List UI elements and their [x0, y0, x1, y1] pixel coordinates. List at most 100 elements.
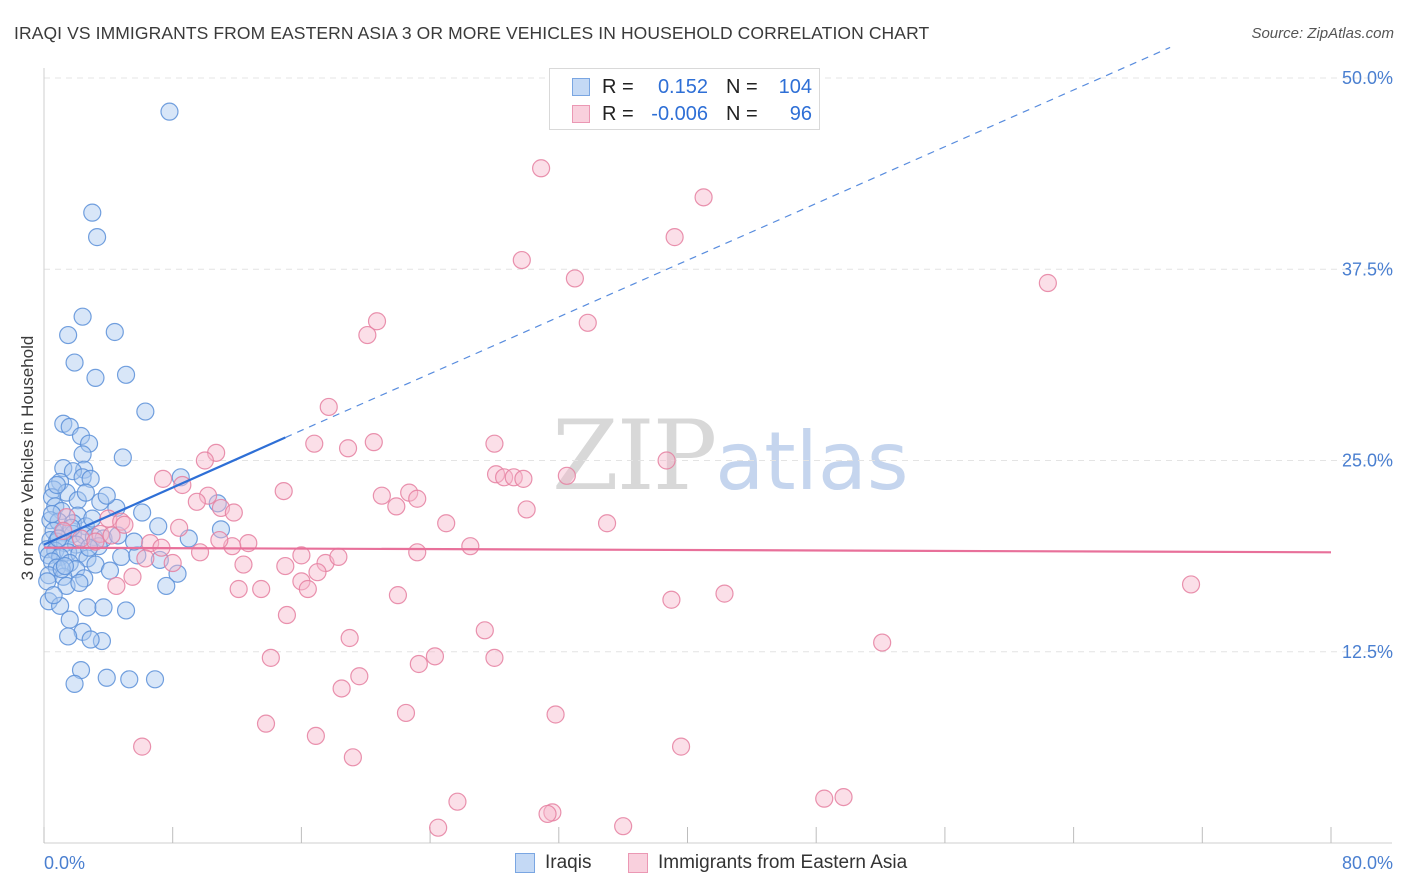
legend-n-label: N =	[726, 75, 758, 98]
watermark-atlas: atlas	[715, 415, 909, 508]
eastern-asia-point	[694, 188, 713, 207]
eastern-asia-point	[229, 579, 248, 599]
iraqis-point	[87, 228, 107, 247]
eastern-asia-point	[86, 532, 105, 551]
eastern-asia-point	[252, 579, 271, 599]
eastern-asia-point	[408, 489, 427, 508]
iraqis-point	[42, 504, 62, 524]
legend-swatch-eastern-asia	[572, 105, 590, 123]
iraqis-point	[81, 630, 100, 649]
eastern-asia-point	[448, 792, 467, 811]
iraqis-point	[73, 307, 92, 326]
iraqis-point	[120, 670, 139, 689]
trend-lines	[43, 46, 1332, 554]
eastern-asia-point	[512, 250, 531, 270]
iraqis-point	[100, 561, 120, 580]
iraqis-point	[79, 434, 99, 453]
eastern-asia-point	[485, 434, 504, 453]
eastern-asia-point	[332, 679, 351, 698]
iraqis-point	[65, 353, 84, 372]
eastern-asia-point	[517, 500, 536, 519]
eastern-asia-point	[210, 530, 229, 550]
legend-row-iraqis: R = 0.152 N = 104	[572, 75, 812, 99]
legend-r-value: -0.006	[651, 102, 708, 125]
eastern-asia-point	[358, 325, 377, 345]
legend-n-label: N =	[726, 102, 758, 125]
legend-r-label: R =	[602, 75, 634, 98]
y-tick-label: 25.0%	[1342, 451, 1393, 471]
eastern-asia-point	[102, 526, 121, 545]
eastern-asia-point	[538, 804, 557, 824]
legend-row-eastern-asia: R = -0.006 N = 96	[572, 102, 812, 126]
eastern-asia-point	[256, 714, 276, 733]
tick-labels: 12.5% 25.0% 37.5% 50.0% 0.0% 80.0%	[44, 68, 1393, 873]
iraqis-point	[157, 576, 176, 596]
iraqis-point	[86, 368, 105, 387]
eastern-asia-point	[350, 667, 369, 686]
y-tick-label: 12.5%	[1342, 642, 1393, 662]
iraqis-point	[160, 102, 179, 121]
iraqis-point	[59, 627, 78, 646]
eastern-asia-point	[429, 818, 448, 837]
eastern-asia-point	[277, 605, 297, 625]
iraqis-point	[63, 462, 83, 481]
eastern-asia-point	[305, 434, 324, 453]
legend-item-iraqis[interactable]: Iraqis	[515, 852, 591, 874]
eastern-asia-point	[665, 228, 684, 247]
eastern-asia-point	[112, 512, 131, 531]
eastern-asia-point	[396, 703, 416, 723]
x-tick-label-max: 80.0%	[1342, 853, 1393, 873]
iraqis-point	[108, 526, 128, 545]
iraqis-point	[149, 517, 168, 536]
y-tick-label: 37.5%	[1342, 259, 1393, 279]
source-label: Source: ZipAtlas.com	[1251, 25, 1394, 42]
eastern-asia-point	[475, 621, 494, 640]
iraqis-point	[83, 509, 102, 528]
iraqis-point	[70, 573, 89, 593]
iraqis-point	[113, 448, 132, 467]
eastern-asia-point	[372, 486, 391, 505]
eastern-asia-point	[261, 648, 280, 667]
eastern-asia-point	[873, 633, 892, 652]
eastern-asia-point	[1038, 273, 1057, 293]
iraqis-point	[44, 586, 63, 605]
iraqis-point	[39, 592, 58, 611]
eastern-asia-point	[190, 543, 210, 562]
iraqis-point	[55, 556, 75, 576]
eastern-asia-point	[338, 439, 358, 458]
eastern-asia-point	[319, 397, 338, 417]
axes	[43, 68, 1392, 844]
eastern-asia-point	[437, 514, 456, 533]
legend-n-value: 96	[789, 102, 812, 125]
eastern-asia-point	[461, 537, 480, 556]
iraqis-point	[52, 560, 71, 579]
eastern-asia-point	[224, 503, 243, 522]
iraqis-point	[136, 402, 155, 421]
eastern-asia-point	[292, 546, 311, 565]
iraqis-point	[81, 469, 100, 488]
eastern-asia-point	[387, 497, 406, 516]
iraqis-point	[112, 547, 131, 566]
iraqis-point	[78, 598, 97, 617]
iraqis-point	[97, 668, 116, 687]
eastern-asia-point	[308, 563, 327, 582]
eastern-asia-point	[153, 469, 173, 488]
eastern-asia-point	[234, 555, 253, 574]
iraqis-point	[47, 475, 66, 495]
x-tick-label-min: 0.0%	[44, 853, 85, 873]
eastern-asia-point	[671, 737, 691, 756]
legend-item-eastern-asia[interactable]: Immigrants from Eastern Asia	[628, 852, 907, 874]
iraqis-point	[59, 325, 78, 345]
eastern-asia-trend-line	[43, 546, 1332, 554]
eastern-asia-point	[565, 269, 584, 288]
legend-r-value: 0.152	[657, 75, 708, 98]
iraqis-point	[145, 670, 165, 689]
series-legend: Iraqis Immigrants from Eastern Asia	[0, 852, 1406, 878]
eastern-asia-point	[57, 508, 76, 527]
eastern-asia-point	[425, 647, 445, 666]
iraqis-point	[105, 322, 124, 342]
eastern-asia-point	[409, 654, 428, 674]
eastern-asia-point	[107, 576, 126, 596]
iraqis-trend-line	[43, 436, 286, 546]
iraqis-point	[83, 203, 102, 222]
